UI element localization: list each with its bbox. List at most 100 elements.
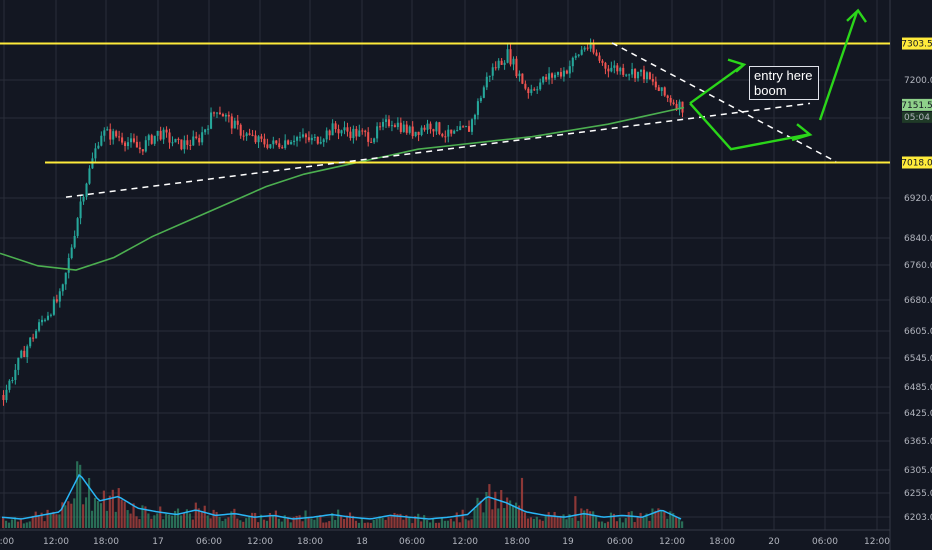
volume-bar [162,519,165,528]
volume-bar [120,499,123,528]
volume-bar [369,522,372,528]
countdown-label: 05:04 [904,113,930,123]
candle-body [358,130,361,137]
candle-body [109,129,112,140]
candle-body [663,87,666,96]
y-tick-label: 6840.0 [904,234,932,244]
volume-bar [334,519,337,528]
volume-bar [559,515,562,528]
candle-body [512,58,515,65]
candle-body [536,89,539,91]
x-tick-label: 12:00 [452,537,478,547]
candle-body [58,291,61,302]
candle-body [396,122,399,128]
candle-body [462,126,465,128]
volume-bar [446,520,449,528]
candle-body [500,60,503,65]
volume-bar [194,502,197,528]
volume-bar [627,511,630,528]
candle-body [207,128,210,130]
candle-body [287,140,290,145]
volume-bar [526,518,530,528]
y-tick-label: 6545.0 [904,354,932,364]
volume-bar [615,521,618,528]
candle-body [319,142,322,144]
y-tick-label: 6365.0 [904,437,932,447]
candle-body [126,142,130,147]
volume-bar [509,500,512,528]
candle-body [43,319,47,321]
x-tick-label: 12:00 [659,537,685,547]
volume-bar [503,508,506,528]
volume-bar [301,521,304,528]
volume-ma-line [1,473,682,520]
volume-bar [224,518,227,528]
volume-bar [681,521,684,528]
volume-bar [16,521,19,528]
candle-body [115,131,118,137]
candle-body [417,131,420,135]
volume-bar [265,520,269,528]
candle-body [118,136,121,138]
candle-body [298,136,302,138]
candle-body [281,147,284,149]
volume-bar [535,516,538,528]
candle-body [675,103,678,110]
candle-body [70,247,73,259]
volume-bar [274,510,277,528]
candle-body [349,131,352,139]
volume-bar [553,511,556,528]
candle-body [189,144,192,146]
candle-body [266,144,269,148]
volume-bar [678,517,681,528]
candle-body [20,350,23,358]
volume-bar [203,505,206,528]
candle-body [325,130,328,140]
candle-body [239,124,242,136]
candle-body [272,140,275,145]
candle-body [67,258,70,273]
y-tick-label: 6605.0 [904,327,932,337]
candle-body [634,69,637,79]
volume-bar [150,518,153,528]
volume-bar [461,509,464,528]
volume-bar [396,513,399,528]
candle-body [639,69,643,72]
volume-bar [165,513,168,528]
candle-body [242,135,245,137]
candle-body [221,113,224,117]
candle-body [456,130,459,132]
candle-body [334,123,337,130]
candle-body [79,201,82,219]
volume-bar [428,522,432,528]
volume-bar [506,497,509,528]
volume-bar [28,521,31,528]
volume-bar [4,520,8,528]
volume-bar [648,520,651,528]
candle-body [545,76,548,80]
volume-bar [218,516,221,528]
candle-body [275,140,278,144]
volume-bar [541,520,544,528]
volume-bar [363,522,366,528]
candle-body [260,136,263,139]
candle-body [628,74,631,76]
x-tick-label: 06:00 [812,537,838,547]
arrow-up-path [689,64,743,105]
candle-body [476,101,479,115]
candle-body [313,136,316,138]
candle-body [429,123,432,130]
volume-bar [547,512,550,528]
candle-body [183,140,186,150]
candle-body [112,131,115,140]
volume-bar [73,498,76,528]
volume-bar [609,512,613,528]
last-price-badge [902,98,932,111]
candle-body [622,67,625,75]
candle-body [645,72,648,80]
volume-bar [345,515,349,528]
candle-body [29,337,32,347]
volume-bar [523,512,527,528]
volume-bar [440,518,444,528]
